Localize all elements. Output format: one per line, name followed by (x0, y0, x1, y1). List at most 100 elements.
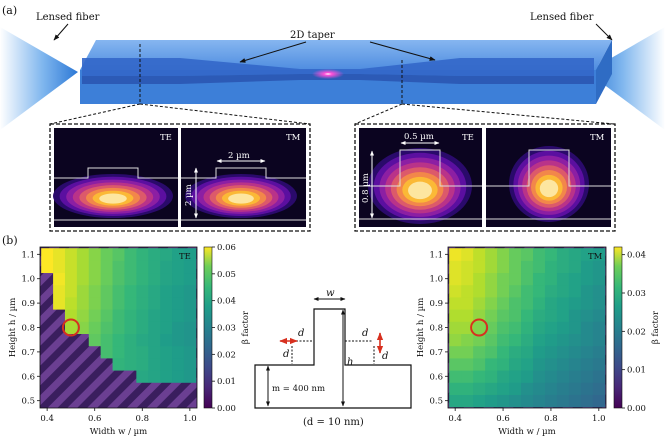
te-heatmap-cell (183, 260, 197, 274)
te-heatmap-cell (172, 370, 185, 383)
tm-heatmap-cell (592, 284, 606, 298)
tm-colorbar-label: β factor (651, 310, 661, 344)
tm-heatmap-cell (509, 284, 522, 298)
te-heatmap-cell (160, 297, 173, 310)
tm-heatmap-cell (556, 394, 570, 408)
te-heatmap-cell (76, 309, 90, 322)
te-heatmap-cell (53, 272, 66, 286)
tm-heatmap-cell (449, 284, 462, 298)
tm-heatmap-cell (473, 248, 486, 261)
tm-heatmap-cell (449, 272, 462, 286)
te-heatmap-cell (136, 321, 149, 334)
tm-heatmap-cell (521, 345, 534, 359)
te-heatmap-cell (88, 333, 102, 347)
te-heatmap-cell (160, 321, 173, 334)
tm-colorbar-tick-label: 0.04 (627, 251, 646, 261)
te-heatmap-cell (88, 272, 102, 286)
tm-heatmap-cell (521, 272, 534, 286)
te-heatmap-cell (64, 284, 78, 298)
right-width-label: 0.5 µm (404, 132, 434, 142)
te-heatmap-cell (88, 284, 102, 298)
schematic-m: m = 400 nm (272, 384, 325, 394)
tm-heatmap-cell (568, 272, 582, 286)
te-heatmap-cell (148, 321, 161, 334)
te-heatmap-cell (148, 309, 161, 322)
te-heatmap-cell (136, 333, 149, 347)
tm-heatmap-cell (580, 345, 594, 359)
tm-heatmap-cell (473, 370, 486, 383)
tm-y-tick-label: 1.1 (429, 250, 443, 260)
te-heatmap-cell (136, 284, 149, 298)
tm-heatmap-cell (532, 321, 546, 334)
te-heatmap-cell (136, 370, 149, 383)
tm-heatmap-cell (449, 370, 462, 383)
tm-heatmap-cell (497, 333, 510, 347)
tm-heatmap-cell (449, 260, 462, 274)
tm-heatmap-cell (473, 345, 486, 359)
tm-heatmap-cell (568, 248, 582, 261)
te-colorbar-tick-label: 0.00 (217, 404, 236, 414)
tm-heatmap-cell (580, 382, 594, 395)
tm-heatmap-cell (521, 333, 534, 347)
te-heatmap-cell (183, 333, 197, 347)
tm-heatmap-cell (449, 382, 462, 395)
panel-b-label: (b) (2, 234, 18, 247)
te-heatmap-cell (64, 260, 78, 274)
tm-heatmap-cell (532, 248, 546, 261)
te-selected-point-marker (61, 318, 80, 337)
tm-heatmap-cell (556, 321, 570, 334)
left-te-mode-profile (53, 174, 173, 218)
te-heatmap-cell (160, 284, 173, 298)
tm-heatmap-cell (556, 309, 570, 322)
te-y-tick-label: 1.1 (21, 250, 35, 260)
tm-heatmap-cell (544, 370, 558, 383)
tm-heatmap-cell (509, 333, 522, 347)
tm-heatmap-cell (544, 297, 558, 310)
te-heatmap-cell (88, 248, 102, 261)
tm-heatmap-cell (556, 272, 570, 286)
tm-heatmap-cell (461, 284, 474, 298)
te-heatmap-cell (183, 309, 197, 322)
taper-chip (80, 40, 612, 104)
te-heatmap-cell (124, 297, 137, 310)
tm-heatmap-cell (509, 321, 522, 334)
tm-heatmap-cell (509, 297, 522, 310)
tm-heatmap-cell (568, 382, 582, 395)
te-heatmap-cell (76, 284, 90, 298)
tm-heatmap-cell (473, 382, 486, 395)
panel-a-label: (a) (2, 4, 17, 17)
te-beta-heatmap: TE 0.4 0.6 0.8 1.0 0.5 0.6 0.7 0.8 0.9 1.0 1.1 Width… (8, 243, 251, 437)
tm-heatmap-cell (497, 357, 510, 371)
te-heatmap-cell (53, 284, 66, 298)
te-heatmap-cell (172, 260, 185, 274)
tm-heatmap-cell (485, 284, 498, 298)
te-x-tick-label: 0.4 (40, 414, 54, 424)
te-colorbar-tick-label: 0.06 (217, 243, 236, 253)
tm-heatmap-cell (580, 284, 594, 298)
tm-y-tick-label: 0.8 (429, 324, 443, 334)
tm-heatmap-cell (497, 382, 510, 395)
schematic-note: (d = 10 nm) (303, 417, 364, 428)
te-colorbar-tick-label: 0.05 (217, 270, 236, 280)
te-heatmap-cell (160, 248, 173, 261)
te-heatmap-cell (64, 297, 78, 310)
tm-heatmap-cell (568, 309, 582, 322)
tm-heatmap-cell (461, 382, 474, 395)
te-heatmap-cell (112, 260, 125, 274)
schematic-w: w (326, 288, 335, 299)
tm-colorbar-tick-label: 0.02 (627, 327, 646, 337)
right-lensed-fiber (587, 27, 665, 130)
tm-heatmap-cell (449, 357, 462, 371)
tm-heatmap-cell (580, 370, 594, 383)
tm-heatmap-cell (592, 248, 606, 261)
tm-heatmap-cell (509, 345, 522, 359)
te-heatmap-cell (148, 370, 161, 383)
te-heatmap-cell (148, 333, 161, 347)
tm-heatmap-cell (580, 260, 594, 274)
tm-heatmap-cell (509, 382, 522, 395)
tm-heatmap-cell (580, 297, 594, 310)
te-heatmap-cell (41, 248, 54, 261)
te-heatmap-cell (124, 284, 137, 298)
tm-heatmap-cell (592, 394, 606, 408)
te-heatmap-cell (100, 333, 113, 347)
